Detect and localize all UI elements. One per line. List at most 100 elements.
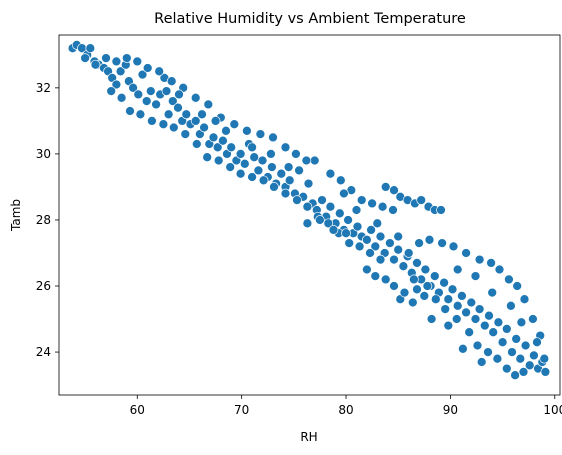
data-point [518, 367, 529, 377]
data-point [451, 314, 462, 324]
y-tick-label: 30 [36, 147, 51, 161]
data-point [362, 264, 372, 275]
data-point [197, 109, 207, 120]
data-point [510, 370, 520, 381]
data-point [151, 99, 161, 110]
data-point [388, 205, 398, 215]
data-point [532, 337, 542, 348]
data-point [315, 215, 325, 225]
data-point [484, 310, 494, 321]
data-point [470, 314, 481, 324]
data-point [229, 119, 240, 130]
data-point [323, 218, 334, 229]
data-point [190, 92, 201, 103]
data-point [399, 287, 410, 298]
data-point [506, 300, 516, 311]
data-point [448, 241, 459, 252]
x-tick-label: 90 [443, 403, 458, 417]
data-point [168, 122, 179, 133]
data-point [393, 244, 404, 255]
data-point [483, 347, 493, 357]
data-point [419, 291, 430, 301]
data-point [474, 304, 485, 314]
data-point [370, 241, 381, 252]
data-point [372, 218, 383, 229]
data-point [501, 363, 512, 374]
data-point [266, 149, 276, 159]
data-point [416, 195, 427, 205]
data-point [301, 155, 312, 166]
plot-frame [58, 34, 561, 396]
data-point [343, 215, 353, 225]
data-point [167, 96, 178, 106]
data-point [507, 347, 517, 357]
data-point [292, 195, 302, 205]
data-point [420, 264, 431, 275]
data-point [458, 343, 468, 354]
data-point [524, 360, 535, 371]
data-point [461, 248, 471, 258]
data-point [529, 350, 539, 361]
data-point [268, 132, 278, 143]
data-point [403, 248, 414, 258]
data-point [269, 182, 279, 192]
data-point [335, 175, 346, 186]
data-point [367, 198, 377, 209]
data-point [437, 238, 447, 248]
y-tick-label: 32 [36, 81, 51, 95]
data-point [352, 221, 363, 232]
data-point [407, 297, 418, 308]
data-point [210, 116, 221, 126]
data-point [125, 106, 135, 116]
data-point [199, 122, 209, 133]
data-point [452, 300, 463, 311]
data-point [486, 258, 496, 268]
data-point [497, 337, 508, 348]
data-point [464, 327, 475, 338]
points-layer [67, 40, 551, 381]
data-point [519, 294, 530, 305]
data-point [166, 76, 177, 87]
data-point [258, 175, 269, 186]
data-point [101, 53, 111, 63]
data-point [334, 208, 345, 219]
data-point [487, 287, 498, 298]
data-point [302, 201, 313, 212]
data-point [218, 135, 228, 146]
data-point [540, 367, 551, 377]
data-point [325, 201, 336, 212]
data-point [422, 281, 433, 291]
data-point [111, 79, 122, 90]
x-tick-label: 60 [130, 403, 145, 417]
data-point [412, 284, 422, 295]
data-point [430, 294, 441, 305]
data-point [121, 53, 132, 63]
data-point [173, 102, 183, 113]
data-point [317, 195, 327, 205]
data-point [180, 129, 191, 139]
data-point [225, 162, 236, 172]
data-point [247, 172, 257, 182]
data-point [377, 201, 388, 212]
data-point [85, 43, 96, 54]
data-point [452, 264, 463, 275]
data-point [412, 258, 422, 268]
data-point [512, 281, 523, 291]
data-point [472, 340, 483, 351]
data-point [516, 317, 527, 328]
data-point [116, 92, 127, 103]
data-point [226, 142, 237, 153]
data-point [191, 139, 202, 149]
data-point [393, 231, 404, 242]
data-point [328, 225, 339, 235]
data-point [257, 155, 268, 166]
data-point [443, 294, 454, 305]
data-point [351, 205, 362, 215]
y-tick-label: 28 [36, 213, 51, 227]
data-point [362, 234, 372, 245]
data-point [142, 63, 153, 73]
data-point [158, 119, 169, 130]
data-point [309, 155, 320, 166]
data-point [280, 142, 291, 153]
data-point [476, 357, 487, 367]
